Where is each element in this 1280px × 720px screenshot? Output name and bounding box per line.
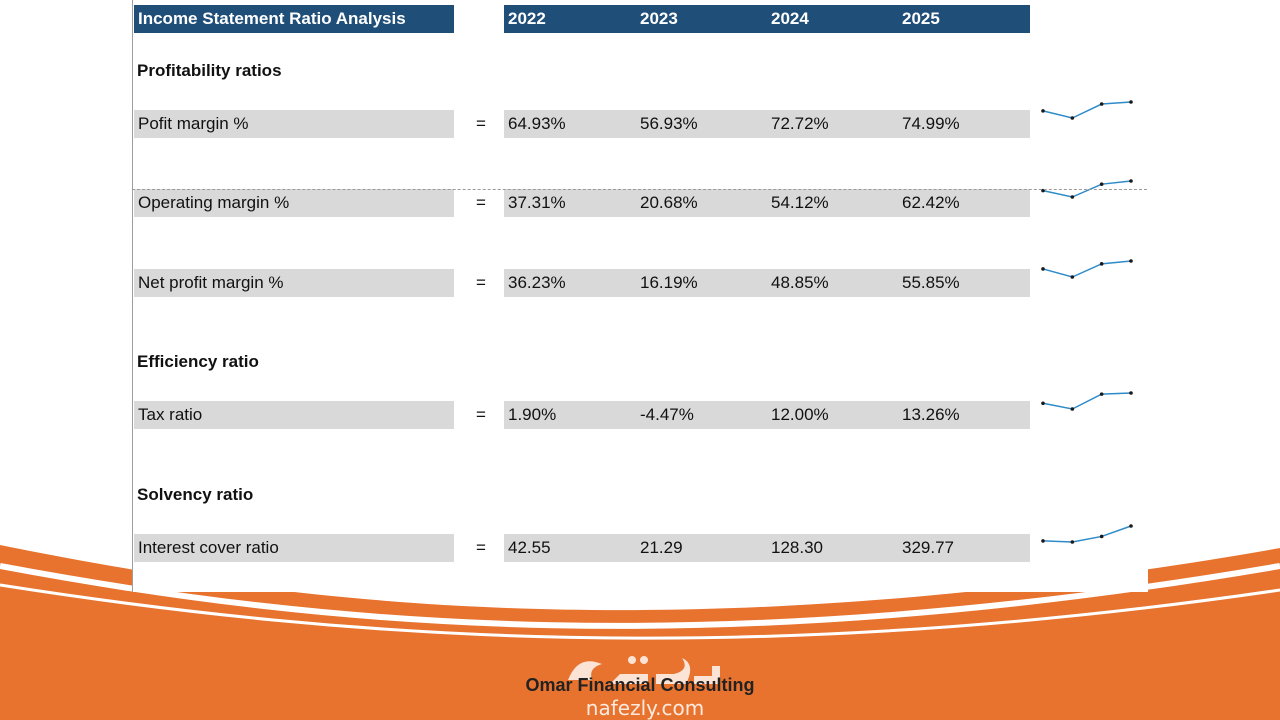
sparkline-point bbox=[1129, 391, 1133, 395]
value-2025[interactable]: 55.85% bbox=[902, 273, 960, 292]
row-label[interactable]: Pofit margin % bbox=[134, 110, 454, 138]
sparkline-point bbox=[1041, 267, 1045, 271]
year-header-2024: 2024 bbox=[771, 9, 809, 28]
spreadsheet: Income Statement Ratio Analysis 2022 202… bbox=[132, 0, 1148, 592]
value-2023[interactable]: 16.19% bbox=[640, 273, 698, 292]
value-2025[interactable]: 74.99% bbox=[902, 114, 960, 133]
value-2022[interactable]: 64.93% bbox=[508, 114, 566, 133]
row-label[interactable]: Tax ratio bbox=[134, 401, 454, 429]
sparkline-point bbox=[1041, 401, 1045, 406]
sparkline-line bbox=[1042, 101, 1132, 119]
value-2022[interactable]: 36.23% bbox=[508, 273, 566, 292]
ratio-row-net-profit-margin: Net profit margin % = 36.23% 16.19% 48.8… bbox=[133, 259, 1148, 297]
value-2023[interactable]: 20.68% bbox=[640, 193, 698, 212]
sparkline-point bbox=[1070, 275, 1075, 279]
sparkline-point bbox=[1041, 539, 1045, 543]
sparkline bbox=[1041, 179, 1133, 199]
sparkline-point bbox=[1070, 116, 1075, 120]
value-2022[interactable]: 37.31% bbox=[508, 193, 566, 212]
sparkline bbox=[1041, 524, 1133, 544]
value-2024[interactable]: 128.30 bbox=[771, 538, 823, 557]
sparkline-point bbox=[1129, 524, 1133, 528]
sparkline-point bbox=[1041, 109, 1045, 113]
value-2024[interactable]: 54.12% bbox=[771, 193, 829, 212]
brand-footer: Omar Financial Consulting bbox=[525, 675, 755, 695]
equals-sign: = bbox=[476, 405, 486, 424]
value-cells: 1.90% -4.47% 12.00% 13.26% bbox=[504, 401, 1030, 429]
watermark-url: nafezly.com bbox=[585, 696, 705, 720]
value-2022[interactable]: 1.90% bbox=[508, 405, 557, 424]
year-header-2022: 2022 bbox=[508, 9, 546, 28]
value-2024[interactable]: 12.00% bbox=[771, 405, 829, 424]
sparkline-point bbox=[1099, 534, 1104, 539]
value-2024[interactable]: 72.72% bbox=[771, 114, 829, 133]
ratio-row-tax-ratio: Tax ratio = 1.90% -4.47% 12.00% 13.26% bbox=[133, 391, 1148, 429]
year-header-2025: 2025 bbox=[902, 9, 940, 28]
sparkline bbox=[1041, 391, 1133, 411]
sparkline-point bbox=[1129, 259, 1133, 263]
equals-sign: = bbox=[476, 193, 486, 212]
sparkline-line bbox=[1042, 260, 1132, 278]
row-label[interactable]: Operating margin % bbox=[134, 189, 454, 217]
ratio-row-interest-cover: Interest cover ratio = 42.55 21.29 128.3… bbox=[133, 524, 1148, 562]
page-break-divider bbox=[132, 189, 1147, 190]
value-2023[interactable]: 56.93% bbox=[640, 114, 698, 133]
table-title: Income Statement Ratio Analysis bbox=[134, 5, 454, 33]
row-label[interactable]: Net profit margin % bbox=[134, 269, 454, 297]
equals-sign: = bbox=[476, 538, 486, 557]
value-2023[interactable]: 21.29 bbox=[640, 538, 683, 557]
sparkline-line bbox=[1042, 525, 1132, 543]
year-header-2023: 2023 bbox=[640, 9, 678, 28]
sparkline-point bbox=[1129, 179, 1133, 183]
row-label[interactable]: Interest cover ratio bbox=[134, 534, 454, 562]
value-2024[interactable]: 48.85% bbox=[771, 273, 829, 292]
equals-sign: = bbox=[476, 114, 486, 133]
sparkline-line bbox=[1042, 392, 1132, 410]
sparkline-point bbox=[1070, 540, 1075, 544]
sparkline-point bbox=[1099, 182, 1104, 186]
sparkline-point bbox=[1070, 195, 1075, 199]
sparkline-line bbox=[1042, 180, 1132, 198]
sparkline-point bbox=[1070, 407, 1075, 411]
value-2023[interactable]: -4.47% bbox=[640, 405, 694, 424]
equals-sign: = bbox=[476, 273, 486, 292]
section-solvency: Solvency ratio bbox=[137, 485, 254, 504]
value-cells: 37.31% 20.68% 54.12% 62.42% bbox=[504, 189, 1030, 217]
value-2025[interactable]: 62.42% bbox=[902, 193, 960, 212]
section-profitability: Profitability ratios bbox=[137, 61, 282, 80]
value-2025[interactable]: 13.26% bbox=[902, 405, 960, 424]
sparkline-point bbox=[1099, 102, 1104, 106]
sparkline-point bbox=[1129, 100, 1133, 104]
sparkline-point bbox=[1099, 392, 1104, 396]
sparkline bbox=[1041, 259, 1133, 279]
watermark-logo: nafezly.com bbox=[560, 640, 730, 720]
sparkline bbox=[1041, 100, 1133, 120]
year-header: 2022 2023 2024 2025 bbox=[504, 5, 1030, 33]
ratio-row-operating-margin: Operating margin % = 37.31% 20.68% 54.12… bbox=[133, 179, 1148, 217]
ratio-row-profit-margin: Pofit margin % = 64.93% 56.93% 72.72% 74… bbox=[133, 100, 1148, 138]
value-2025[interactable]: 329.77 bbox=[902, 538, 954, 557]
value-cells: 64.93% 56.93% 72.72% 74.99% bbox=[504, 110, 1030, 138]
section-efficiency: Efficiency ratio bbox=[137, 352, 259, 371]
value-cells: 42.55 21.29 128.30 329.77 bbox=[504, 534, 1030, 562]
sparkline-point bbox=[1099, 262, 1104, 266]
value-2022[interactable]: 42.55 bbox=[508, 538, 551, 557]
watermark-glyph-icon bbox=[568, 656, 720, 684]
value-cells: 36.23% 16.19% 48.85% 55.85% bbox=[504, 269, 1030, 297]
